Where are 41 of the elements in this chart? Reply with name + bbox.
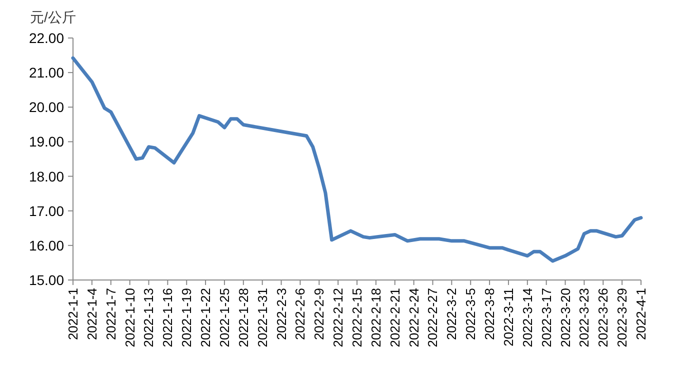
x-tick-label: 2022-3-2 — [444, 288, 460, 340]
y-tick-label: 18.00 — [28, 168, 64, 184]
x-tick-label: 2022-1-4 — [84, 288, 100, 340]
y-tick-label: 20.00 — [28, 99, 64, 116]
x-tick-label: 2022-1-25 — [216, 288, 232, 348]
x-tick-label: 2022-1-28 — [236, 288, 251, 348]
x-tick-label: 2022-3-26 — [596, 288, 611, 348]
y-tick-label: 15.00 — [28, 272, 64, 288]
x-tick-label: 2022-1-22 — [198, 288, 214, 348]
x-tick-label: 2022-4-1 — [634, 288, 648, 340]
x-tick-label: 2022-3-29 — [614, 288, 630, 348]
x-tick-label: 2022-3-23 — [576, 288, 592, 348]
x-tick-label: 2022-1-31 — [254, 288, 270, 348]
x-tick-label: 2022-1-19 — [179, 288, 194, 348]
x-tick-label: 2022-3-11 — [500, 288, 516, 346]
y-tick-label: 16.00 — [28, 237, 64, 254]
y-tick-label: 19.00 — [28, 134, 64, 150]
x-tick-label: 2022-3-5 — [463, 288, 478, 340]
y-tick-label: 17.00 — [28, 202, 64, 219]
x-tick-label: 2022-3-20 — [558, 288, 573, 348]
x-tick-label: 2022-2-21 — [387, 288, 402, 348]
x-tick-label: 2022-2-27 — [425, 288, 440, 348]
x-tick-label: 2022-1-10 — [122, 288, 138, 348]
x-tick-label: 2022-2-12 — [330, 288, 346, 348]
x-tick-label: 2022-3-14 — [520, 288, 535, 348]
x-tick-label: 2022-2-18 — [368, 288, 384, 348]
x-tick-label: 2022-3-8 — [482, 288, 498, 340]
x-tick-label: 2022-2-3 — [274, 288, 289, 340]
x-tick-label: 2022-2-6 — [292, 288, 308, 340]
line-series — [71, 56, 643, 263]
x-tick-label: 2022-1-1 — [66, 288, 80, 340]
x-tick-label: 2022-1-16 — [160, 288, 176, 348]
y-tick-label: 22.00 — [28, 30, 64, 46]
x-tick-label: 2022-1-7 — [103, 288, 118, 340]
x-tick-label: 2022-3-17 — [538, 288, 554, 348]
y-axis-title: 元/公斤 — [30, 9, 76, 25]
y-tick-label: 21.00 — [28, 64, 64, 81]
x-tick-label: 2022-2-9 — [312, 288, 327, 340]
x-tick-label: 2022-2-15 — [350, 288, 364, 348]
x-tick-label: 2022-2-24 — [406, 288, 422, 348]
x-tick-label: 2022-1-13 — [141, 288, 156, 348]
